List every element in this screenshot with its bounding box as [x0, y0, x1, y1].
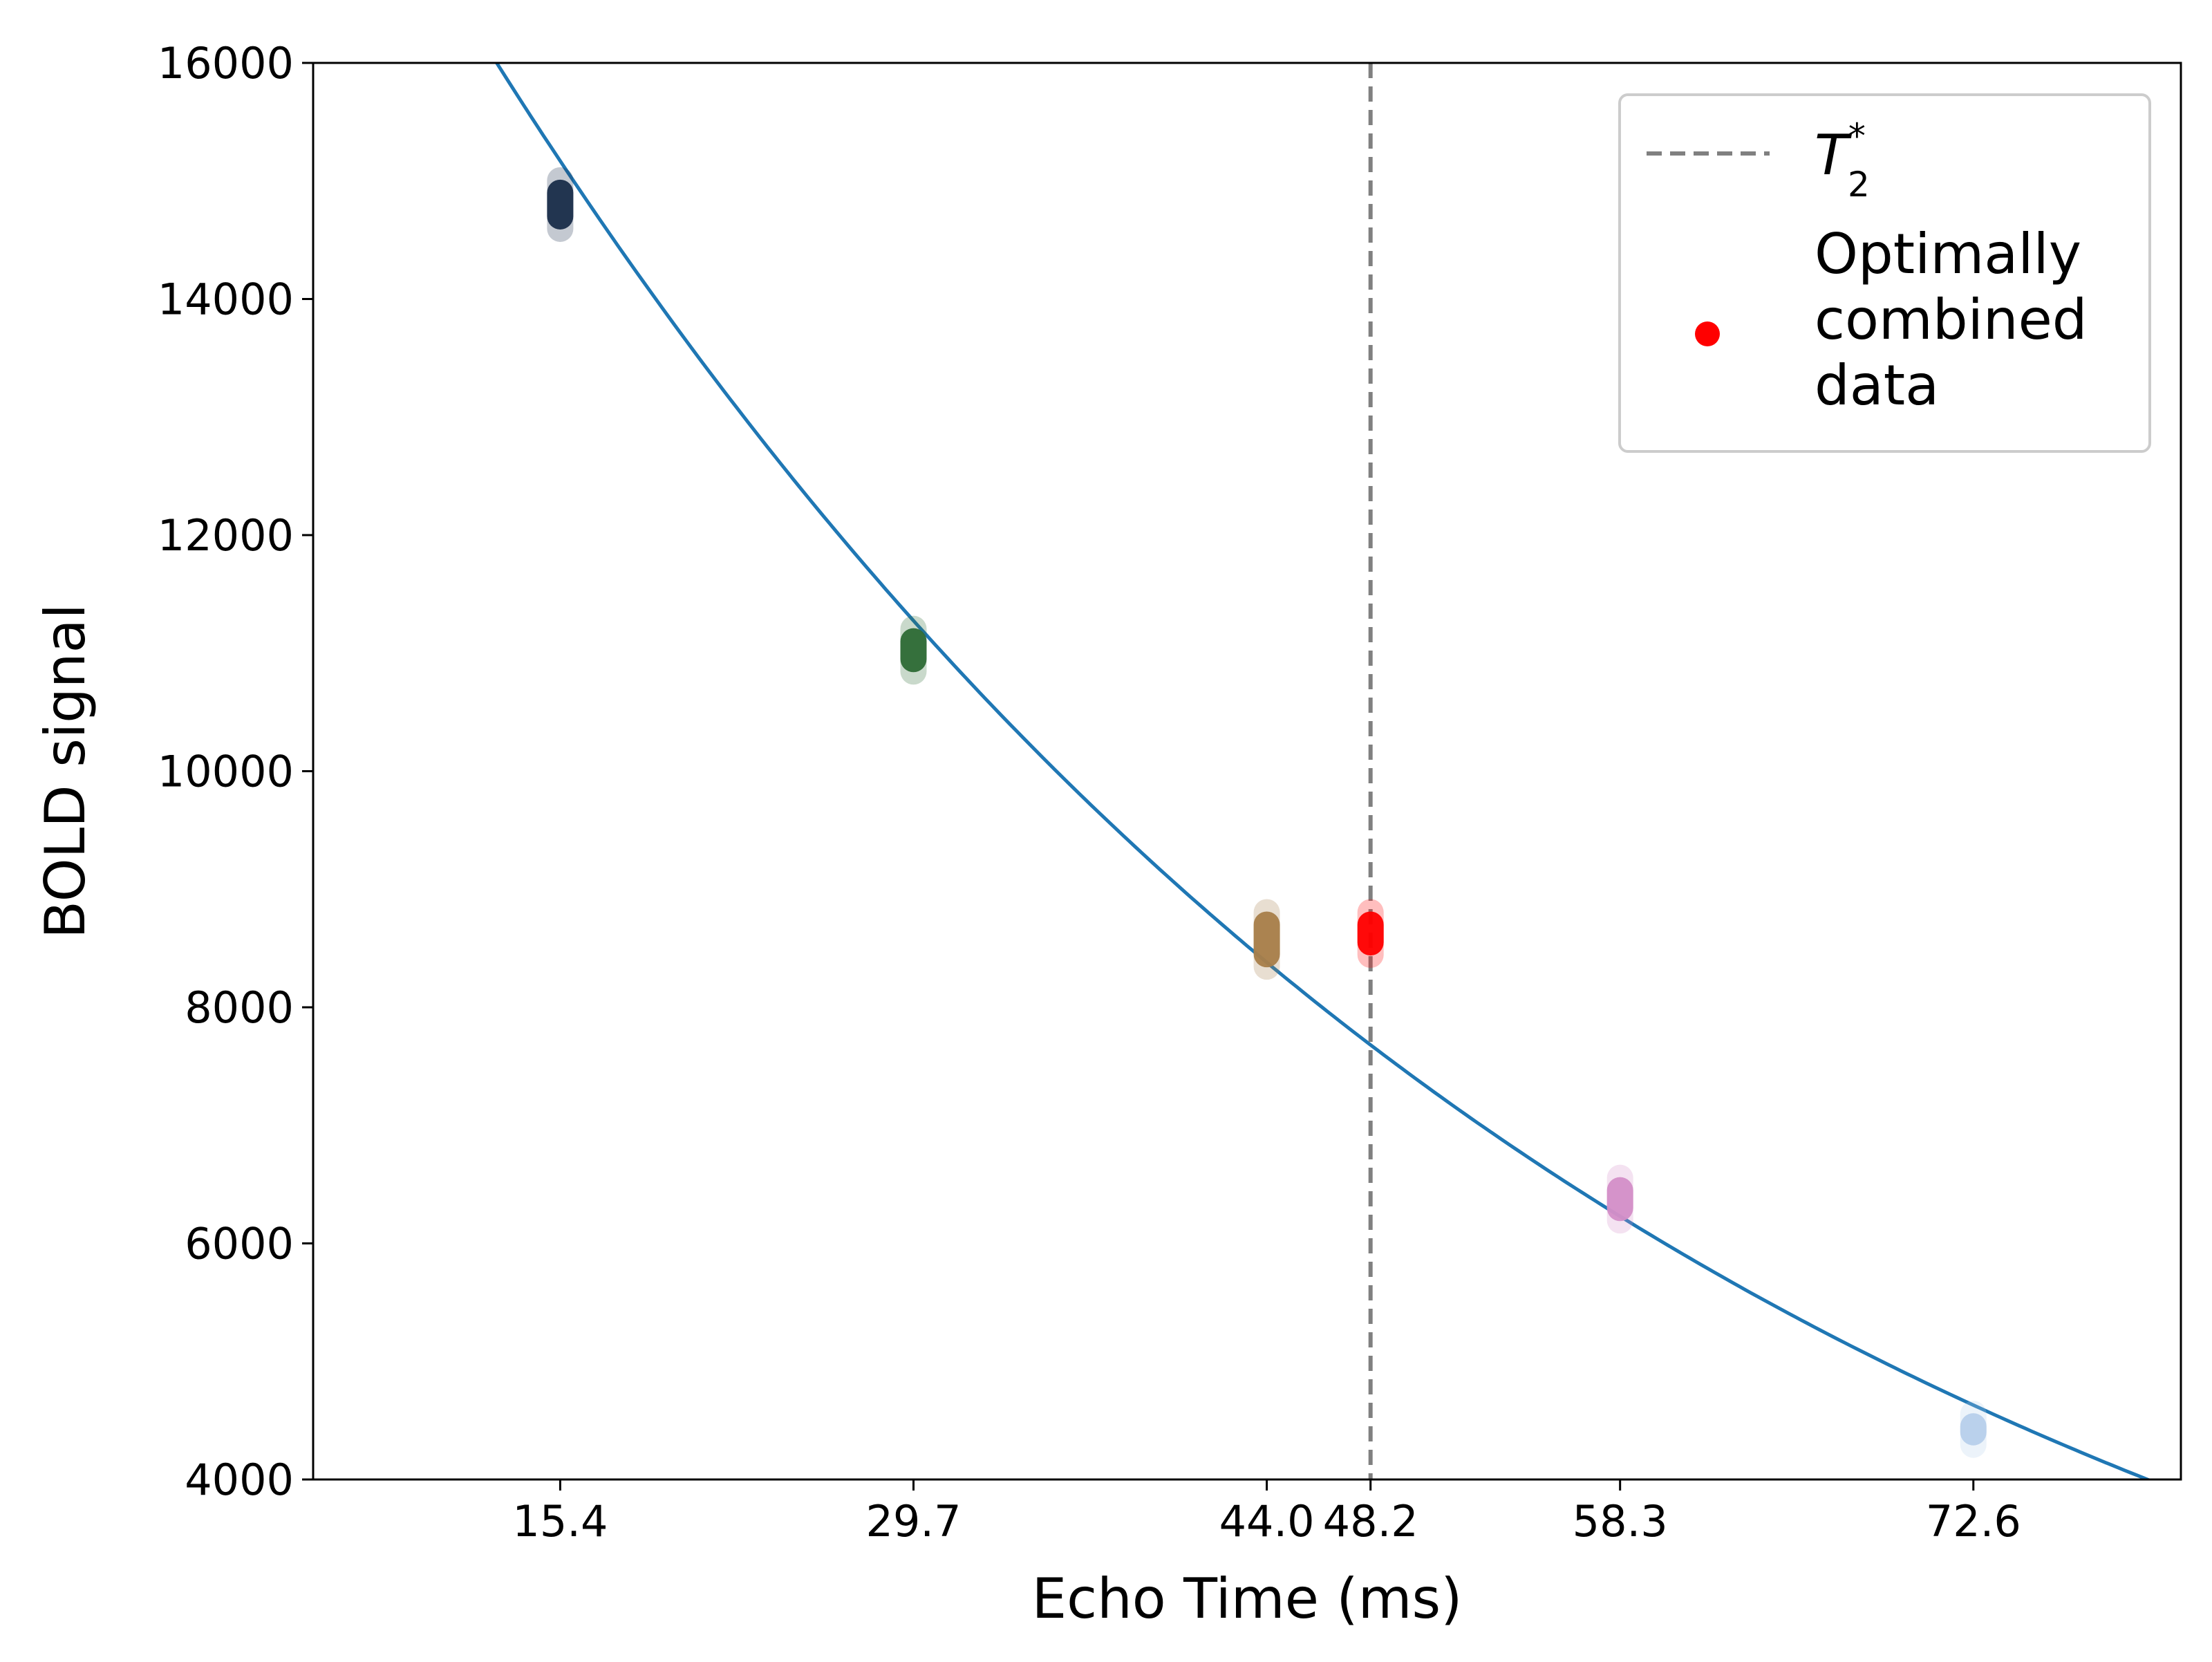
- legend-label-optimally-combined: combined: [1815, 288, 2088, 352]
- x-tick-label: 72.6: [1926, 1496, 2021, 1547]
- y-tick-label: 10000: [158, 747, 294, 797]
- x-tick-label: 29.7: [865, 1496, 961, 1547]
- y-tick-label: 16000: [158, 38, 294, 88]
- legend-label-optimally-combined: data: [1815, 353, 1939, 418]
- y-tick-label: 14000: [158, 274, 294, 325]
- y-tick-label: 4000: [185, 1455, 294, 1505]
- x-axis-title: Echo Time (ms): [1032, 1567, 1463, 1631]
- x-tick-label: 15.4: [512, 1496, 608, 1547]
- legend-dot-marker: [1695, 321, 1720, 346]
- y-tick-label: 6000: [185, 1219, 294, 1269]
- legend-label-optimally-combined: Optimally: [1815, 222, 2081, 286]
- x-tick-label: 44.0: [1219, 1496, 1315, 1547]
- fit-curve: [494, 63, 2153, 1479]
- x-tick-label: 58.3: [1573, 1496, 1668, 1547]
- legend-label-t2star-sup: *: [1848, 116, 1866, 156]
- legend-box: [1618, 93, 2151, 453]
- y-tick-label: 8000: [185, 982, 294, 1033]
- y-tick-label: 12000: [158, 510, 294, 561]
- legend-label-t2star: T* 2: [1815, 116, 1870, 205]
- legend-label-t2star-sub: 2: [1848, 165, 1870, 205]
- y-axis-title: BOLD signal: [33, 604, 97, 939]
- x-tick-label: 48.2: [1323, 1496, 1418, 1547]
- legend-label-t2star-main: T: [1815, 123, 1853, 187]
